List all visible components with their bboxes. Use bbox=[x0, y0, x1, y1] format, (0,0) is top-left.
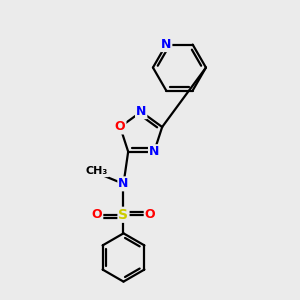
Text: O: O bbox=[145, 208, 155, 221]
Text: O: O bbox=[92, 208, 102, 221]
Text: S: S bbox=[118, 208, 128, 222]
Text: N: N bbox=[118, 177, 129, 190]
Text: N: N bbox=[136, 105, 146, 118]
Text: CH₃: CH₃ bbox=[86, 166, 108, 176]
Text: N: N bbox=[149, 145, 159, 158]
Text: O: O bbox=[115, 121, 125, 134]
Text: N: N bbox=[161, 38, 171, 51]
